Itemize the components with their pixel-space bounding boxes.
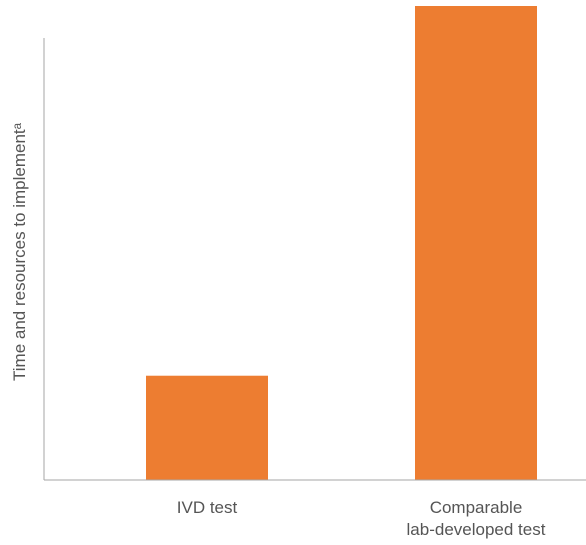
- x-tick-label-ivd-test: IVD test: [177, 498, 238, 517]
- bar-lab-developed-test: [415, 6, 537, 480]
- bars-group: [146, 6, 537, 480]
- x-tick-label-line: IVD test: [177, 498, 238, 517]
- x-tick-label-line: Comparable: [430, 498, 523, 517]
- y-axis-title: Time and resources to implementᵃ: [10, 122, 29, 381]
- x-tick-label-lab-developed-test: Comparable lab-developed test: [407, 498, 546, 539]
- y-axis-title-group: Time and resources to implementᵃ: [10, 122, 29, 381]
- bar-ivd-test: [146, 375, 268, 480]
- x-tick-labels: IVD test Comparable lab-developed test: [177, 498, 546, 539]
- x-tick-label-line: lab-developed test: [407, 520, 546, 539]
